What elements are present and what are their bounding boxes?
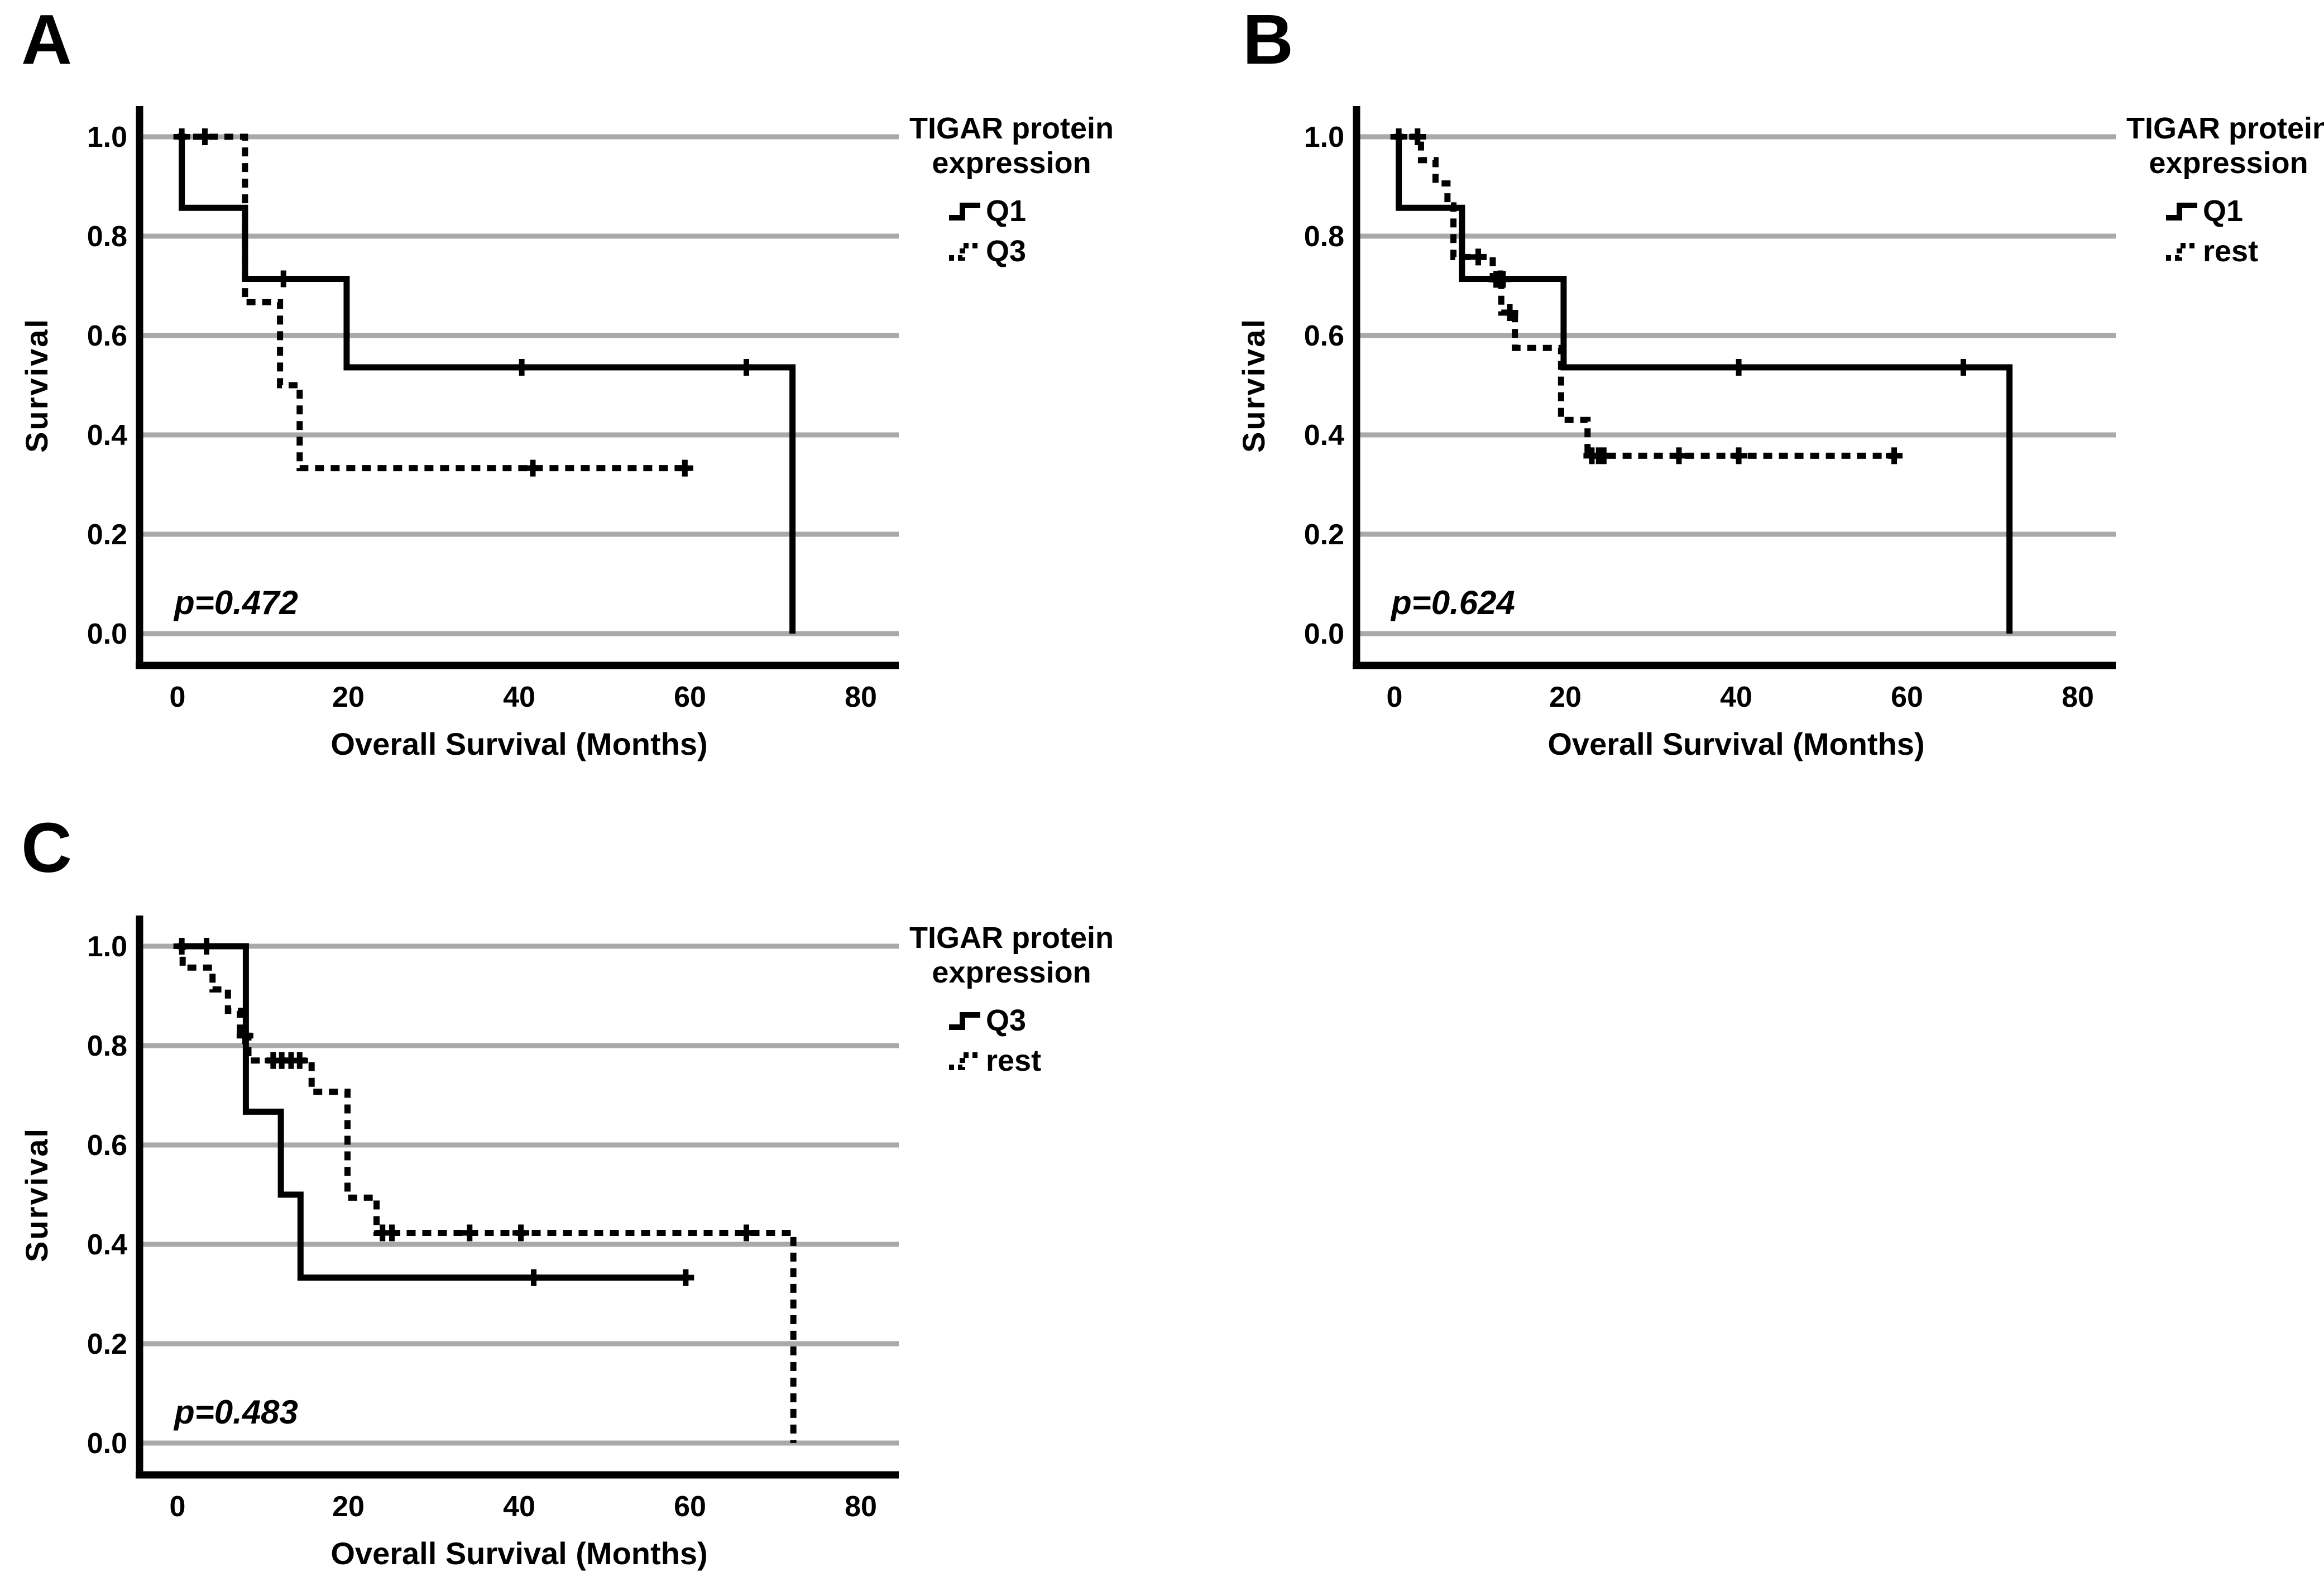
survival-curve-rest [1395, 133, 1895, 459]
panel-letter-a: A [21, 0, 72, 79]
censor-mark [1492, 270, 1509, 287]
censor-mark [275, 270, 292, 287]
censor-mark [513, 358, 530, 376]
y-tick-label: 0.6 [87, 1129, 127, 1162]
survival-curve-q3 [178, 943, 686, 1281]
y-tick-label: 0.2 [87, 519, 127, 551]
censor-mark [1501, 304, 1518, 322]
y-tick-label: 0.4 [1304, 419, 1344, 452]
censor-mark [676, 459, 693, 477]
x-tick-label: 80 [2062, 681, 2094, 713]
survival-curve-rest [178, 943, 797, 1443]
y-tick-label: 0.8 [1304, 221, 1344, 253]
p-value-label: p=0.624 [1390, 584, 1515, 621]
legend-line-sample-dashed [949, 1052, 980, 1070]
legend-item-label: Q1 [986, 194, 1026, 228]
x-axis-title: Overall Survival (Months) [1547, 726, 1924, 761]
y-tick-label: 1.0 [1304, 121, 1344, 154]
survival-curve-q1 [178, 133, 796, 634]
legend-item-label: rest [986, 1044, 1041, 1077]
y-tick-label: 0.6 [1304, 320, 1344, 352]
x-tick-label: 40 [503, 1491, 535, 1523]
x-axis-title: Overall Survival (Months) [330, 726, 707, 761]
censor-mark [512, 1224, 530, 1242]
legend-title-line: expression [2149, 146, 2308, 180]
x-tick-label: 20 [1549, 681, 1582, 713]
x-tick-label: 0 [170, 681, 186, 713]
x-tick-label: 60 [674, 681, 706, 713]
legend-title-line: expression [932, 146, 1091, 180]
censor-mark [384, 1224, 401, 1242]
x-tick-label: 40 [1720, 681, 1752, 713]
y-axis-title: Survival [19, 318, 54, 453]
y-tick-label: 0.8 [87, 1030, 127, 1062]
legend-title-line: expression [932, 956, 1091, 989]
x-axis-title: Overall Survival (Months) [330, 1536, 707, 1571]
legend-line-sample-dashed [2166, 243, 2197, 261]
y-tick-label: 0.4 [87, 419, 127, 452]
y-tick-label: 0.0 [87, 618, 127, 650]
censor-mark [1469, 248, 1487, 266]
km-chart-panel-c: 1.0 0.8 0.6 0.4 0.2 0.0 0 20 40 60 80 Overall Survi… [19, 916, 1114, 1571]
km-chart-panel-b: 1.0 0.8 0.6 0.4 0.2 0.0 0 20 40 60 80 Overall Survi… [1236, 106, 2324, 761]
legend-item-label: Q3 [986, 1004, 1026, 1037]
censor-mark [677, 1269, 694, 1286]
x-tick-label: 20 [332, 681, 365, 713]
censor-mark [524, 459, 542, 477]
panel-letter-b: B [1243, 0, 1293, 79]
x-tick-label: 40 [503, 681, 535, 713]
censor-mark [196, 128, 213, 145]
x-tick-label: 0 [170, 1491, 186, 1523]
censor-mark [198, 938, 215, 955]
legend-title-line: TIGAR protein [909, 921, 1114, 955]
y-axis-title: Survival [19, 1127, 54, 1262]
y-tick-label: 0.4 [87, 1229, 127, 1261]
panel-letter-c: C [21, 808, 72, 887]
survival-curve-q3 [178, 133, 685, 472]
y-tick-label: 0.6 [87, 320, 127, 352]
legend-item-label: rest [2203, 234, 2258, 268]
y-tick-label: 0.0 [87, 1427, 127, 1460]
legend-line-sample-solid [949, 1012, 980, 1030]
y-tick-label: 1.0 [87, 931, 127, 963]
legend-item-label: Q1 [2203, 194, 2243, 228]
censor-mark [1886, 447, 1903, 464]
y-tick-label: 1.0 [87, 121, 127, 154]
y-tick-label: 0.8 [87, 221, 127, 253]
x-tick-label: 60 [674, 1491, 706, 1523]
legend-title-line: TIGAR protein [909, 112, 1114, 145]
x-tick-label: 20 [332, 1491, 365, 1523]
censor-mark [1730, 358, 1747, 376]
censor-mark [1409, 128, 1426, 145]
legend-line-sample-solid [949, 203, 980, 221]
censor-mark [291, 1052, 308, 1069]
survival-curve-q1 [1395, 133, 2013, 634]
x-tick-label: 60 [1891, 681, 1923, 713]
censor-mark [1670, 447, 1688, 464]
y-tick-label: 0.2 [87, 1328, 127, 1360]
p-value-label: p=0.483 [173, 1393, 298, 1431]
y-axis-title: Survival [1236, 318, 1271, 453]
censor-mark [1595, 447, 1612, 464]
censor-mark [737, 358, 755, 376]
y-tick-label: 0.0 [1304, 618, 1344, 650]
legend-title-line: TIGAR protein [2126, 112, 2324, 145]
legend-item-label: Q3 [986, 234, 1026, 268]
censor-mark [1730, 447, 1747, 464]
km-chart-panel-a: 1.0 0.8 0.6 0.4 0.2 0.0 0 20 40 60 80 Overall Survi… [19, 106, 1114, 761]
censor-mark [737, 1224, 755, 1242]
x-tick-label: 0 [1387, 681, 1403, 713]
legend-line-sample-dashed [949, 243, 980, 261]
legend-line-sample-solid [2166, 203, 2197, 221]
censor-mark [173, 938, 190, 955]
censor-mark [461, 1224, 478, 1242]
x-tick-label: 80 [845, 681, 877, 713]
censor-mark [525, 1269, 543, 1286]
x-tick-label: 80 [845, 1491, 877, 1523]
censor-mark [1954, 358, 1972, 376]
y-tick-label: 0.2 [1304, 519, 1344, 551]
p-value-label: p=0.472 [173, 584, 298, 621]
